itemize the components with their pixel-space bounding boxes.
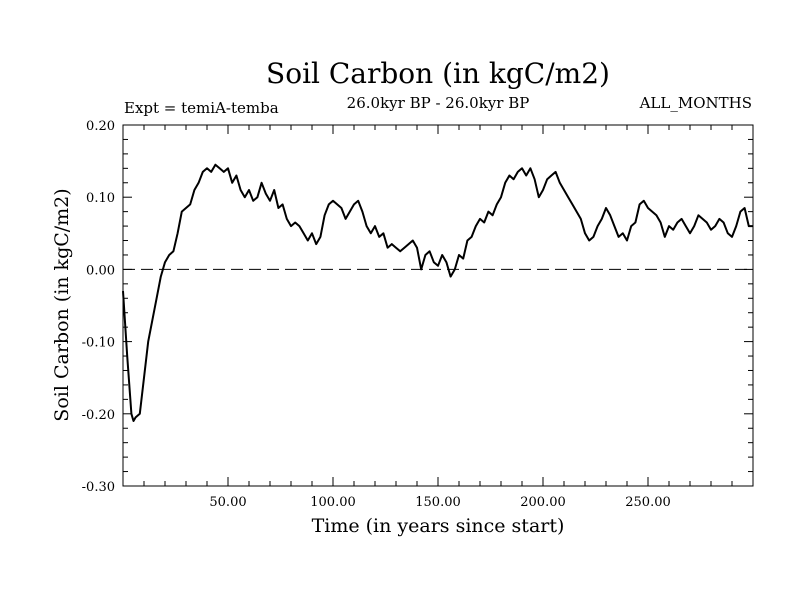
y-tick-label: -0.10 [82, 336, 115, 351]
y-tick-label: 0.00 [86, 263, 115, 278]
x-tick-label: 50.00 [209, 495, 246, 510]
chart-title: Soil Carbon (in kgC/m2) [266, 57, 610, 90]
y-tick-label: 0.20 [86, 119, 115, 134]
soil-carbon-line [122, 163, 753, 422]
y-axis-label: Soil Carbon (in kgC/m2) [51, 188, 73, 421]
y-tick-label: -0.30 [82, 480, 115, 495]
x-tick-label: 200.00 [520, 495, 566, 510]
x-tick-labels: 50.00 100.00 150.00 200.00 250.00 [209, 495, 670, 510]
axis-ticks [122, 124, 754, 487]
plot-frame [122, 124, 754, 487]
y-tick-label: -0.20 [82, 408, 115, 423]
x-axis-label: Time (in years since start) [312, 515, 565, 537]
months-label: ALL_MONTHS [639, 94, 752, 112]
x-tick-label: 100.00 [310, 495, 356, 510]
x-tick-label: 150.00 [415, 495, 461, 510]
y-tick-labels: -0.30 -0.20 -0.10 0.00 0.10 0.20 [82, 119, 115, 495]
x-tick-label: 250.00 [625, 495, 671, 510]
experiment-label: Expt = temiA-temba [124, 99, 279, 117]
y-tick-label: 0.10 [86, 191, 115, 206]
chart-subtitle: 26.0kyr BP - 26.0kyr BP [347, 94, 530, 112]
